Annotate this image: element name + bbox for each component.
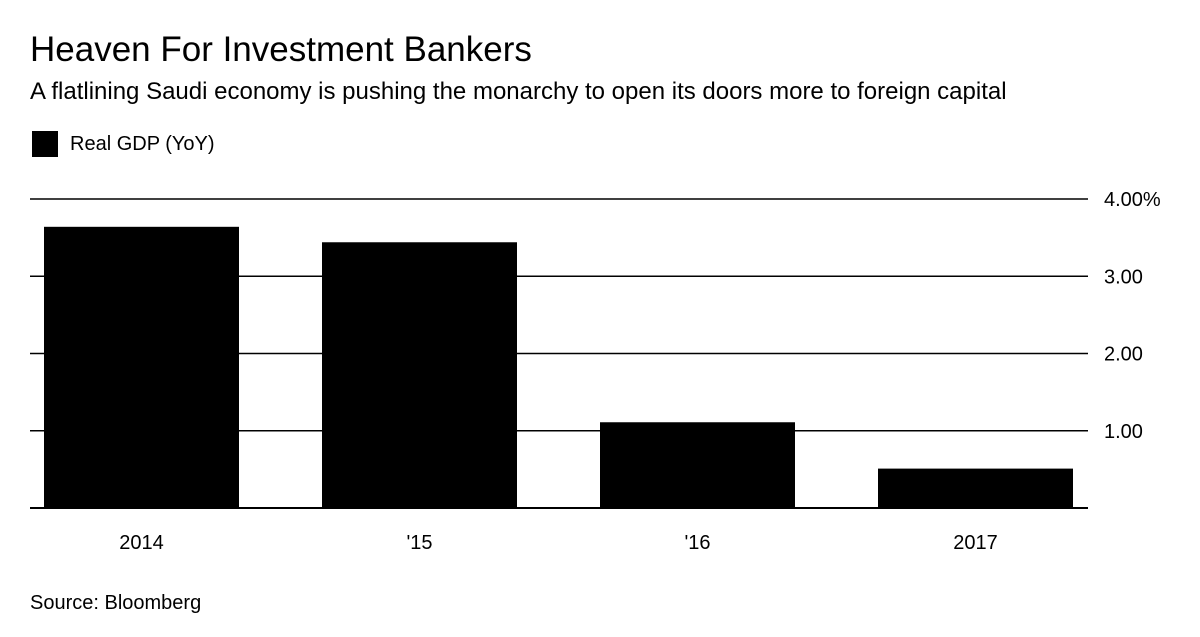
x-tick-label: 2014 (119, 532, 164, 554)
bar (44, 226, 239, 508)
source-note: Source: Bloomberg (30, 592, 202, 614)
y-tick-label: 1.00 (1104, 421, 1143, 443)
chart-title: Heaven For Investment Bankers (30, 30, 532, 69)
legend-label: Real GDP (YoY) (70, 133, 215, 155)
bars (44, 226, 1073, 508)
legend-swatch (32, 131, 58, 157)
x-tick-label: '16 (684, 532, 710, 554)
x-tick-label: '15 (406, 532, 432, 554)
y-tick-label: 2.00 (1104, 344, 1143, 366)
bar (878, 468, 1073, 508)
legend: Real GDP (YoY) (32, 131, 215, 157)
bar (322, 242, 517, 508)
x-tick-label: 2017 (953, 532, 998, 554)
x-axis-tick-labels: 2014 '15 '16 2017 (119, 532, 998, 554)
bar (600, 422, 795, 508)
y-tick-label: 4.00% (1104, 189, 1161, 211)
chart-subtitle: A flatlining Saudi economy is pushing th… (30, 78, 1007, 105)
y-tick-label: 3.00 (1104, 266, 1143, 288)
y-axis-tick-labels: 1.00 2.00 3.00 4.00% (1104, 189, 1161, 443)
